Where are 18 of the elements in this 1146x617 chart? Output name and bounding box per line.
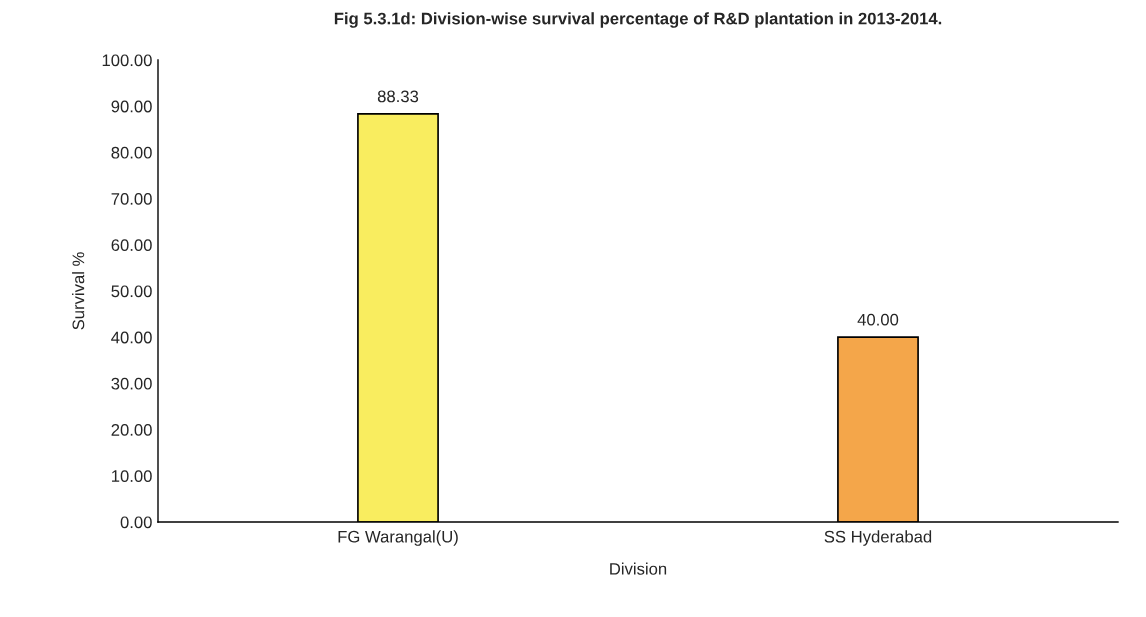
y-tick-label: 100.00 [102, 54, 152, 67]
y-tick-label: 60.00 [111, 239, 152, 251]
y-tick-label: 70.00 [111, 193, 152, 205]
y-tick-label: 20.00 [111, 424, 152, 436]
data-label: 88.33 [377, 90, 419, 103]
y-tick-label: 50.00 [111, 285, 152, 298]
chart-title: Fig 5.3.1d: Division-wise survival percentage of R&D plantation in 2013-2014. [334, 12, 942, 28]
y-tick-label: 80.00 [111, 146, 152, 159]
y-tick-label: 40.00 [111, 331, 152, 344]
y-tick-label: 10.00 [112, 470, 152, 482]
y-tick-label: 30.00 [111, 377, 152, 390]
data-label: 40.00 [857, 313, 899, 326]
x-axis-title: Division [610, 562, 667, 575]
y-axis-title: Survival % [72, 252, 85, 330]
x-tick-label: FG Warangal(U) [338, 530, 458, 546]
y-tick-label: 90.00 [111, 100, 152, 113]
x-tick-label: SS Hyderabad [824, 530, 932, 546]
y-tick-label: 0.00 [120, 516, 152, 529]
